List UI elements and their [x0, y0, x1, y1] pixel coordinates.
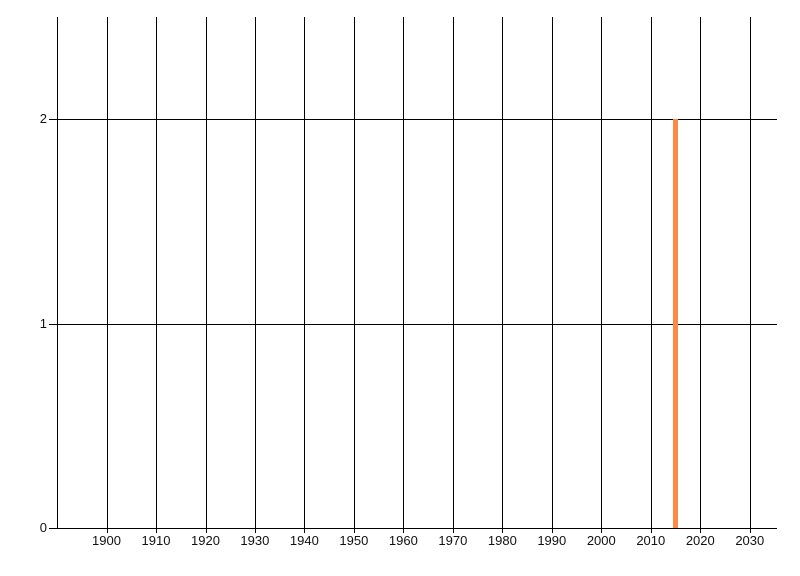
x-tick — [205, 528, 207, 533]
x-gridline — [304, 17, 306, 528]
x-tick-label: 1990 — [537, 533, 567, 548]
y-tick-label: 1 — [39, 315, 47, 331]
x-tick — [403, 528, 405, 533]
x-tick-label: 1910 — [141, 533, 171, 548]
bar-2015[interactable] — [673, 119, 679, 528]
x-tick — [304, 528, 306, 533]
y-gridline — [49, 119, 777, 121]
x-tick-label: 2010 — [636, 533, 666, 548]
x-tick-label: 1920 — [191, 533, 220, 548]
x-tick-label: 1940 — [289, 533, 319, 548]
x-gridline — [700, 17, 702, 528]
x-gridline — [650, 17, 652, 528]
x-tick — [551, 528, 553, 533]
x-tick-label: 2020 — [685, 533, 715, 548]
x-gridline — [205, 17, 207, 528]
x-tick-label: 2000 — [586, 533, 616, 548]
x-tick-label: 2030 — [735, 533, 765, 548]
x-gridline — [601, 17, 603, 528]
x-tick — [502, 528, 504, 533]
x-gridline — [353, 17, 355, 528]
y-tick-label: 0 — [39, 520, 47, 535]
x-tick — [452, 528, 454, 533]
x-gridline — [452, 17, 454, 528]
x-tick-label: 1930 — [240, 533, 270, 548]
x-gridline — [254, 17, 256, 528]
x-tick — [700, 528, 702, 533]
y-gridline — [49, 323, 777, 325]
x-gridline — [57, 17, 58, 528]
x-tick — [156, 528, 157, 533]
x-tick-label: 1970 — [438, 533, 468, 548]
x-tick-label: 1900 — [92, 533, 121, 548]
x-gridline — [502, 17, 504, 528]
x-gridline — [403, 17, 405, 528]
x-tick — [601, 528, 603, 533]
x-tick — [353, 528, 355, 533]
x-tick-label: 1950 — [339, 533, 369, 548]
x-tick-label: 1960 — [388, 533, 418, 548]
x-gridline — [156, 17, 157, 528]
x-gridline — [551, 17, 553, 528]
x-gridline — [106, 17, 108, 528]
y-gridline — [49, 528, 777, 529]
x-tick — [106, 528, 108, 533]
x-tick — [749, 528, 751, 533]
x-tick — [650, 528, 652, 533]
x-tick-label: 1980 — [487, 533, 517, 548]
plot-area: 0 1 2 1900 1910 1920 1930 1940 1950 1960 1970 1980 1… — [40, 17, 777, 548]
x-tick — [254, 528, 256, 533]
y-tick-label: 2 — [39, 111, 47, 127]
x-gridline — [749, 17, 751, 528]
